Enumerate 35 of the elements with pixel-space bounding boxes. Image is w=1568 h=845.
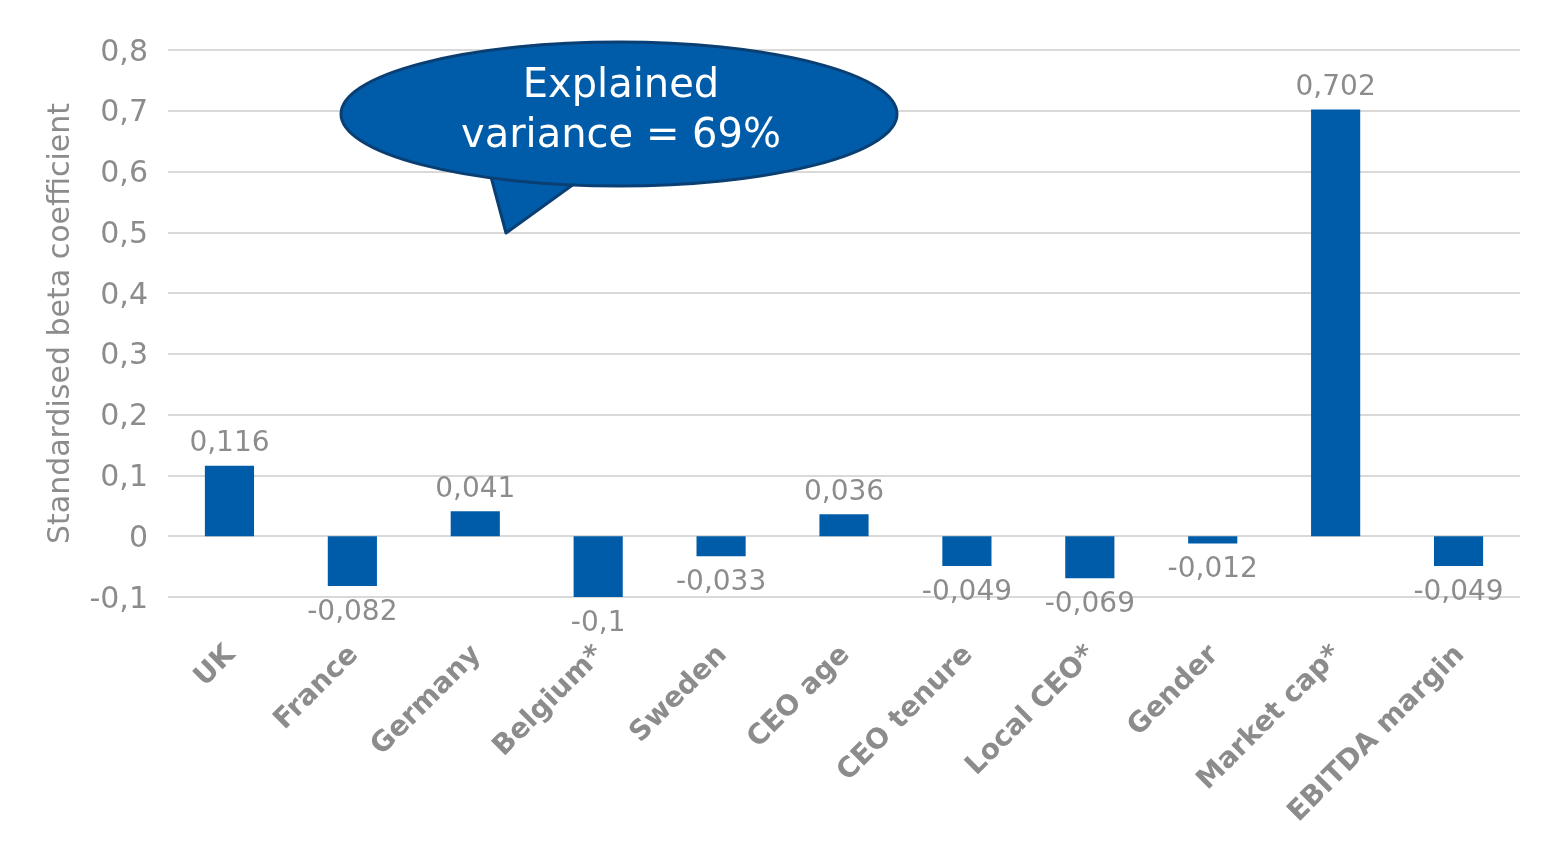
bar [573,536,623,597]
bar [450,511,500,537]
y-tick-label: 0 [128,518,148,554]
data-label: -0,033 [675,563,767,597]
data-label: -0,1 [570,604,626,638]
y-tick-label: 0,2 [100,397,148,433]
data-label: -0,049 [921,573,1013,607]
annotation: Explained variance = 69% [459,59,783,158]
data-label: 0,041 [435,470,516,504]
bar [327,536,377,587]
bar [696,536,746,557]
data-label: 0,702 [1295,69,1376,103]
data-label: -0,069 [1044,585,1135,619]
data-label: 0,116 [189,425,270,459]
bar [942,536,992,566]
x-tick-label: UK [186,636,243,693]
y-tick-label: 0,4 [100,275,148,311]
y-tick-label: 0,7 [100,93,148,129]
y-tick-label: 0,8 [100,32,148,68]
y-tick-label: 0,3 [100,336,148,372]
bar [1065,536,1115,579]
y-tick-label: 0,6 [100,154,148,190]
data-label: -0,082 [307,593,398,627]
bar [1188,536,1238,544]
y-tick-label: 0,5 [100,214,148,250]
data-label: -0,012 [1167,551,1258,585]
y-axis-title: Standardised beta coefficient [40,102,76,545]
y-tick-label: -0,1 [89,579,148,615]
bar [819,514,869,537]
data-label: 0,036 [803,473,885,507]
data-label: -0,049 [1413,573,1504,607]
bar [1311,109,1361,537]
bar [1433,536,1484,566]
y-tick-label: 0,1 [100,457,148,493]
bar [204,465,255,537]
